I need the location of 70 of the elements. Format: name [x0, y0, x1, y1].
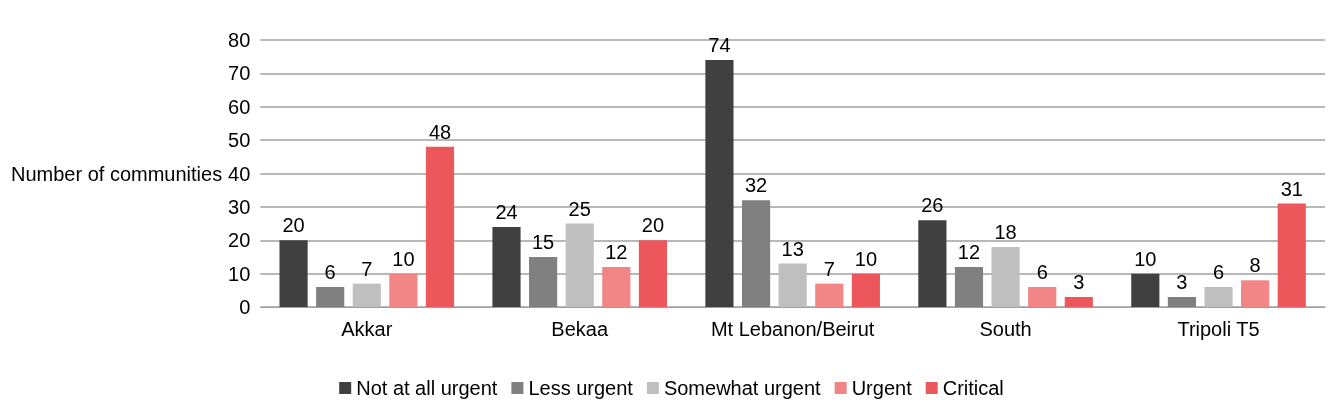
bar: [352, 283, 381, 307]
data-label: 74: [708, 34, 731, 57]
y-tick-label: 40: [228, 162, 251, 185]
data-label: 7: [823, 257, 835, 280]
data-label: 24: [495, 200, 518, 223]
bar: [778, 263, 807, 307]
y-tick-label: 20: [228, 229, 251, 252]
bar: [918, 220, 947, 307]
bar: [1028, 286, 1057, 307]
data-label: 10: [1134, 247, 1157, 270]
data-label: 8: [1249, 254, 1261, 277]
y-tick-label: 10: [228, 262, 251, 285]
bar: [741, 200, 771, 307]
data-label: 12: [957, 240, 981, 263]
data-label: 32: [744, 174, 768, 197]
data-label: 25: [568, 197, 591, 220]
data-label: 20: [282, 214, 305, 237]
bar: [316, 286, 345, 307]
data-label: 6: [324, 260, 336, 283]
bar: [1064, 296, 1093, 307]
data-label: 6: [1036, 260, 1048, 283]
data-label: 18: [994, 220, 1017, 243]
legend-label: Critical: [942, 377, 1004, 399]
x-tick-label: Mt Lebanon/Beirut: [710, 318, 875, 340]
data-label: 3: [1176, 270, 1188, 293]
y-tick-label: 70: [228, 62, 251, 85]
bar: [815, 283, 844, 307]
y-axis-title: Number of communities: [11, 162, 223, 185]
data-label: 15: [531, 230, 555, 253]
bar: [991, 246, 1020, 307]
bar: [1131, 273, 1160, 307]
bar: [1277, 203, 1306, 307]
x-tick-label: Tripoli T5: [1177, 318, 1260, 340]
y-tick-label: 80: [228, 29, 251, 51]
data-label: 31: [1280, 177, 1303, 200]
legend-label: Urgent: [851, 377, 913, 399]
x-tick-label: Akkar: [341, 318, 393, 340]
bar: [638, 240, 668, 307]
bar: [851, 273, 880, 307]
x-tick-label: South: [979, 318, 1032, 340]
y-tick-label: 60: [228, 95, 251, 118]
data-label: 26: [921, 194, 944, 217]
data-label: 20: [641, 214, 665, 237]
bar: [1204, 286, 1233, 307]
bar: [529, 256, 558, 307]
bar: [602, 266, 631, 307]
bar: [279, 240, 308, 307]
data-label: 12: [605, 240, 628, 263]
y-tick-label: 50: [228, 129, 251, 152]
bar: [425, 146, 455, 307]
data-label: 10: [854, 247, 878, 270]
legend-label: Less urgent: [528, 377, 634, 399]
bar: [1241, 280, 1270, 307]
x-tick-label: Bekaa: [551, 318, 609, 340]
bar: [705, 60, 734, 307]
y-tick-label: 0: [239, 296, 251, 318]
bar: [954, 266, 984, 307]
bar: [389, 273, 418, 307]
bar: [1167, 296, 1196, 307]
legend-label: Somewhat urgent: [663, 377, 822, 399]
data-label: 7: [361, 257, 373, 280]
y-tick-label: 30: [228, 195, 251, 218]
data-label: 48: [428, 120, 452, 143]
bar: [565, 223, 594, 307]
data-label: 10: [392, 247, 415, 270]
data-label: 3: [1073, 270, 1085, 293]
data-label: 6: [1212, 260, 1225, 283]
bar: [492, 226, 521, 307]
legend-label: Not at all urgent: [356, 377, 498, 399]
data-label: 13: [781, 237, 804, 260]
